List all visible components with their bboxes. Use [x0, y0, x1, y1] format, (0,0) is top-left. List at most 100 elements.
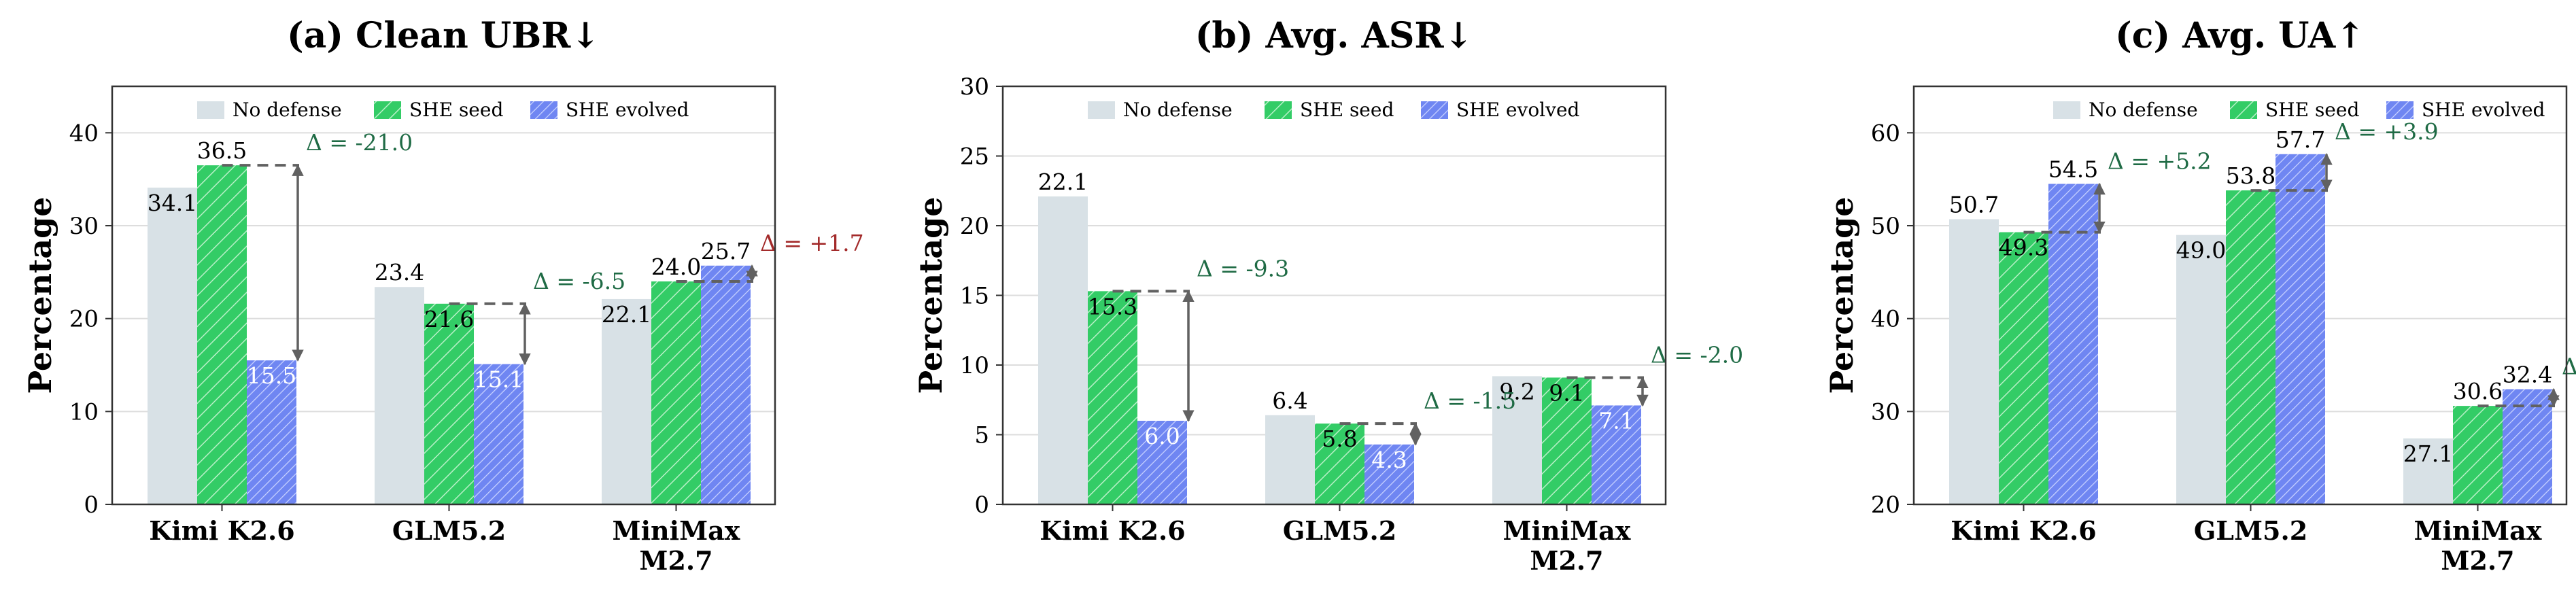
data-label: 22.1 [1038, 169, 1088, 195]
plot-frame [1001, 85, 1667, 506]
legend: No defense SHE seed SHE evolved [2053, 99, 2545, 121]
y-axis-label: Percentage [1823, 196, 1860, 394]
legend-label: SHE seed [409, 99, 503, 121]
data-label: 24.0 [651, 254, 701, 280]
x-tick-label: Kimi K2.6 [1040, 515, 1185, 546]
y-tick-label: 0 [974, 491, 989, 519]
chart-title: (b) Avg. ASR↓ [1195, 15, 1473, 56]
delta-label: Δ = +1.8 [2562, 353, 2576, 380]
delta-label: Δ = -21.0 [306, 129, 413, 156]
x-tick-label: MiniMax [2414, 515, 2542, 546]
bar-she-seed [197, 165, 247, 504]
bar-she-evolved [474, 364, 523, 504]
legend-swatch-she-seed [1265, 101, 1292, 119]
bar-she-evolved [1364, 444, 1414, 504]
data-label: 32.4 [2503, 362, 2552, 388]
legend-swatch-she-evolved [530, 101, 557, 119]
data-label: 53.8 [2226, 162, 2276, 189]
y-tick-label: 15 [960, 283, 989, 310]
bar-she-evolved [701, 265, 751, 504]
x-tick-label: MiniMax [613, 515, 740, 546]
legend-swatch-no-defense [197, 101, 224, 119]
data-label: 23.4 [375, 259, 424, 286]
legend-swatch-she-evolved [1421, 101, 1448, 119]
legend-label: SHE evolved [2422, 99, 2545, 121]
bar-no-defense [148, 187, 197, 504]
y-axis-label: Percentage [22, 196, 58, 394]
y-tick-label: 10 [960, 352, 989, 379]
y-tick-label: 40 [69, 120, 99, 147]
plot-frame [1912, 85, 2568, 506]
delta-label: Δ = -6.5 [533, 268, 625, 294]
legend-label: SHE evolved [1456, 99, 1580, 121]
legend-swatch-no-defense [1088, 101, 1115, 119]
legend-label: No defense [1123, 99, 1233, 121]
y-tick-label: 10 [69, 398, 99, 426]
data-label: 25.7 [701, 238, 751, 264]
bar-she-seed [424, 303, 474, 504]
legend-label: No defense [2089, 99, 2198, 121]
chart-title: (a) Clean UBR↓ [287, 15, 600, 56]
bar-she-evolved [247, 360, 296, 504]
delta-label: Δ = -9.3 [1197, 255, 1289, 281]
data-label: 22.1 [602, 301, 651, 328]
bar-she-evolved [2276, 154, 2325, 504]
data-label: 27.1 [2403, 440, 2453, 467]
x-tick-label: GLM5.2 [1283, 515, 1396, 546]
x-tick-label: M2.7 [1530, 545, 1603, 576]
y-tick-label: 0 [84, 491, 99, 519]
bar-no-defense [2403, 438, 2453, 504]
y-tick-label: 40 [1871, 306, 1900, 333]
y-tick-label: 5 [974, 422, 989, 449]
x-tick-label: Kimi K2.6 [149, 515, 294, 546]
bar-she-seed [651, 281, 701, 504]
legend-label: SHE evolved [566, 99, 689, 121]
legend: No defense SHE seed SHE evolved [197, 99, 689, 121]
data-label: 5.8 [1322, 426, 1357, 452]
chart-title: (c) Avg. UA↑ [2115, 15, 2365, 56]
x-tick-label: GLM5.2 [392, 515, 506, 546]
data-label: 30.6 [2453, 378, 2503, 404]
data-label: 15.5 [247, 362, 296, 389]
bar-no-defense [1038, 196, 1088, 504]
bar-she-seed [1088, 291, 1137, 504]
data-label: 50.7 [1949, 191, 1999, 218]
data-label: 7.1 [1598, 407, 1634, 434]
legend-swatch-she-seed [374, 101, 401, 119]
bar-she-seed [1999, 232, 2048, 504]
bar-no-defense [1492, 376, 1542, 504]
data-label: 6.0 [1144, 423, 1180, 449]
bar-no-defense [2176, 235, 2226, 504]
y-tick-label: 30 [960, 73, 989, 101]
legend-swatch-no-defense [2053, 101, 2080, 119]
legend-label: SHE seed [2265, 99, 2359, 121]
legend-label: SHE seed [1300, 99, 1394, 121]
x-tick-label: GLM5.2 [2194, 515, 2307, 546]
data-label: 34.1 [148, 190, 197, 216]
bar-no-defense [375, 287, 424, 504]
y-tick-label: 25 [960, 143, 989, 171]
y-tick-label: 20 [69, 306, 99, 333]
delta-label: Δ = -2.0 [1651, 341, 1743, 368]
bar-she-evolved [1592, 405, 1641, 504]
data-label: 4.3 [1371, 447, 1407, 473]
legend: No defense SHE seed SHE evolved [1088, 99, 1580, 121]
bar-she-seed [1315, 424, 1364, 504]
bar-no-defense [1949, 219, 1999, 504]
delta-label: Δ = -1.5 [1424, 387, 1516, 414]
bar-she-seed [2453, 406, 2503, 504]
y-tick-label: 30 [1871, 398, 1900, 426]
legend-swatch-she-evolved [2386, 101, 2414, 119]
data-label: 15.1 [474, 366, 523, 393]
data-label: 54.5 [2048, 156, 2098, 183]
y-tick-label: 20 [960, 213, 989, 240]
y-tick-label: 30 [69, 213, 99, 240]
bar-no-defense [1265, 415, 1315, 504]
x-tick-label: Kimi K2.6 [1951, 515, 2096, 546]
data-label: 57.7 [2276, 126, 2325, 153]
delta-label: Δ = +5.2 [2108, 148, 2212, 175]
data-label: 6.4 [1272, 387, 1307, 414]
bar-she-evolved [1137, 421, 1187, 504]
chart-panel-1: 0 10 20 30 40 34.1 23.4 22.1 36.5 21.6 24.0 15.5 15.… [22, 15, 864, 576]
x-tick-label: MiniMax [1503, 515, 1631, 546]
